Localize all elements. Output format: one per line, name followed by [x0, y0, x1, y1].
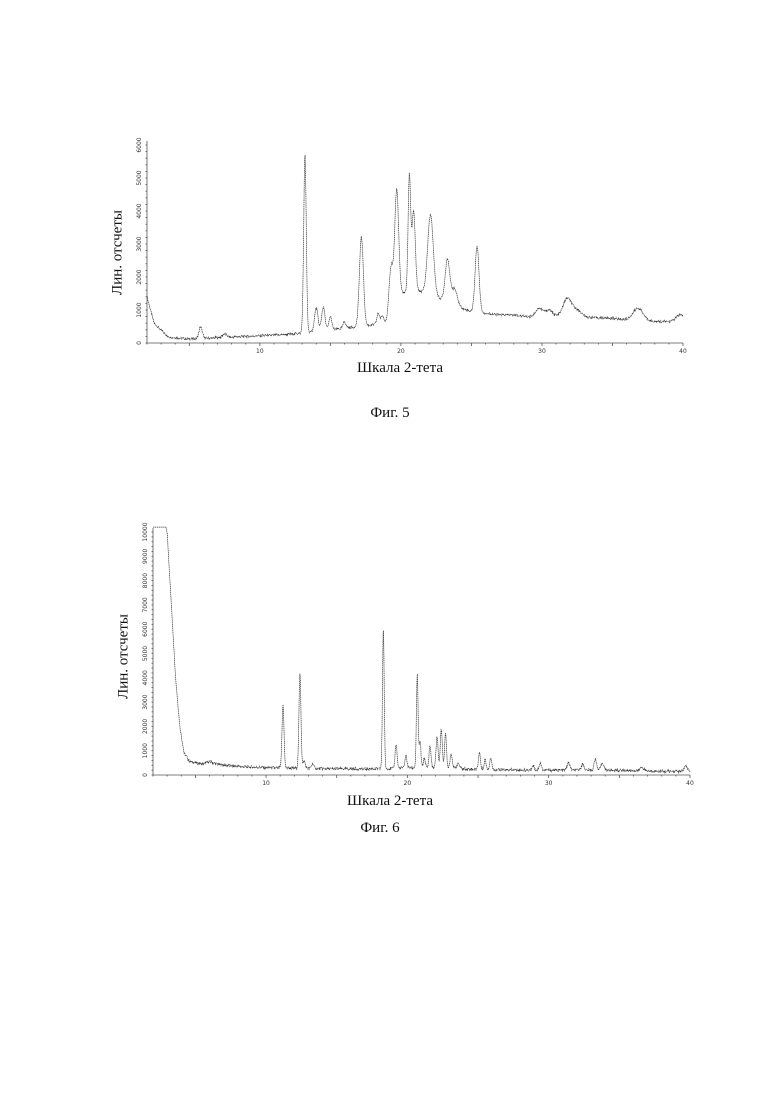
figure-6: 0 1000 2000 3000 4000 5000 6000 7000 8000 9000 100… [0, 0, 780, 860]
y-tick-label: 9000 [142, 548, 149, 563]
y-ticks: 0 1000 2000 3000 4000 5000 6000 7000 8000 9000 100… [142, 522, 149, 777]
y-tick-label: 0 [142, 773, 149, 777]
x-tick-label: 10 [262, 780, 270, 787]
x-ticks: 10 20 30 40 [262, 780, 694, 787]
x-tick-label: 30 [545, 780, 553, 787]
x-tick-label: 20 [404, 780, 412, 787]
y-tick-label: 4000 [142, 670, 149, 685]
x-tick-label: 40 [686, 780, 694, 787]
x-axis-label: Шкала 2-тета [290, 793, 490, 810]
y-tick-label: 8000 [142, 573, 149, 588]
figure-caption: Фиг. 6 [330, 820, 430, 837]
y-tick-label: 1000 [142, 743, 149, 758]
y-tick-label: 7000 [142, 597, 149, 612]
y-tick-label: 10000 [142, 522, 149, 541]
y-axis-label: Лин. отсчеты [116, 597, 133, 717]
y-tick-label: 3000 [142, 694, 149, 709]
y-tick-label: 2000 [142, 719, 149, 734]
y-tick-label: 6000 [142, 621, 149, 636]
chart-axes [152, 528, 691, 778]
chart-plot: 0 1000 2000 3000 4000 5000 6000 7000 8000 9000 100… [0, 0, 780, 860]
y-tick-label: 5000 [142, 646, 149, 661]
diffraction-series-line [153, 527, 690, 773]
